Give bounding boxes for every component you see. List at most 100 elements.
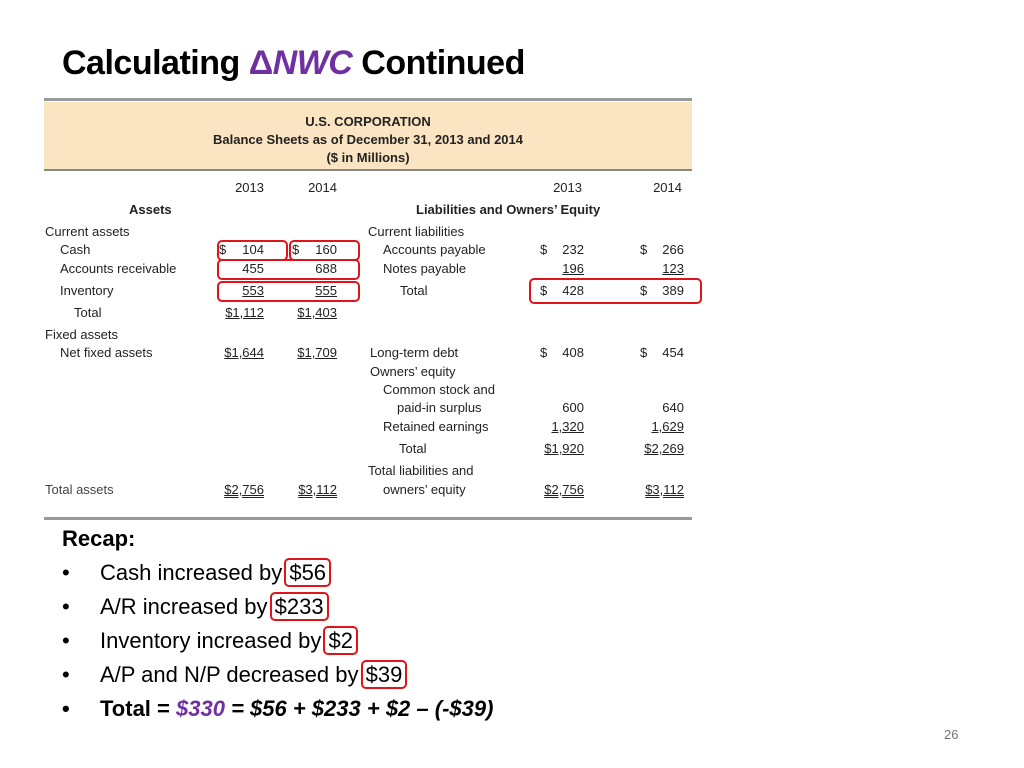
ltd-2014-dollar: $	[640, 345, 648, 360]
recap-text: A/P and N/P decreased by	[100, 662, 365, 687]
balance-sheet-subtitle: Balance Sheets as of December 31, 2013 a…	[212, 132, 523, 147]
ap-2013-value: 232	[562, 242, 584, 257]
total-le-label-2: owners’ equity	[383, 482, 466, 497]
retained-earnings-2014: 1,629	[651, 419, 684, 434]
company-name: U.S. CORPORATION	[305, 114, 431, 129]
cash-2013: $104	[219, 242, 264, 258]
balance-sheet-header: U.S. CORPORATION Balance Sheets as of De…	[44, 102, 692, 169]
assets-header: Assets	[129, 202, 172, 217]
ap-2014: $266	[640, 242, 684, 258]
bullet: •	[62, 662, 70, 687]
inventory-label: Inventory	[60, 283, 114, 298]
cash-2014-value: 160	[315, 242, 337, 257]
recap-item-inventory: • Inventory increased by $2	[62, 624, 493, 658]
ltd-label: Long-term debt	[370, 345, 459, 360]
total-assets-2013: $2,756	[224, 482, 264, 497]
total-assets-2014: $3,112	[298, 482, 337, 497]
total-le-2014: $3,112	[645, 482, 684, 497]
liabilities-header: Liabilities and Owners’ Equity	[416, 202, 601, 217]
header-rule	[44, 169, 692, 171]
total-label: Total =	[100, 696, 176, 721]
total-le-2013: $2,756	[544, 482, 584, 497]
tcl-2014-value: 389	[662, 283, 684, 298]
recap-text: A/R increased by	[100, 594, 274, 619]
total-current-assets-2014: $1,403	[297, 305, 337, 320]
ltd-2014: $454	[640, 345, 684, 361]
ap-2013: $232	[540, 242, 584, 258]
recap-heading: Recap:	[62, 526, 136, 551]
bullet: •	[62, 560, 70, 585]
bottom-rule	[44, 517, 692, 520]
recap-text: Cash increased by	[100, 560, 289, 585]
year-2013-assets: 2013	[235, 180, 264, 195]
slide-title: Calculating ΔNWC Continued	[62, 44, 525, 83]
recap-amount: $56	[284, 558, 332, 587]
tcl-2014-dollar: $	[640, 283, 648, 298]
cash-label: Cash	[60, 242, 91, 257]
ltd-2013-value: 408	[562, 345, 584, 360]
total-le-label-1: Total liabilities and	[368, 463, 474, 478]
np-2013: 196	[562, 261, 584, 276]
owners-equity-label: Owners’ equity	[370, 364, 456, 379]
net-fixed-assets-2014: $1,709	[297, 345, 337, 360]
title-prefix: Calculating	[62, 44, 249, 82]
nwc-text: NWC	[272, 44, 353, 82]
highlight-cash-2014	[289, 240, 360, 261]
inventory-2013: 553	[242, 283, 264, 298]
ltd-2013: $408	[540, 345, 584, 361]
year-2014-assets: 2014	[308, 180, 337, 195]
delta-symbol: Δ	[248, 44, 273, 82]
total-current-assets-2013: $1,112	[225, 305, 264, 320]
highlight-total-current-liabilities	[529, 278, 702, 304]
balance-sheet-figure: U.S. CORPORATION Balance Sheets as of De…	[44, 98, 702, 522]
ltd-2013-dollar: $	[540, 345, 548, 360]
inventory-2014: 555	[315, 283, 337, 298]
ap-2014-dollar: $	[640, 242, 648, 257]
common-stock-label-2: paid-in surplus	[397, 400, 482, 415]
total-equity-2013: $1,920	[544, 441, 584, 456]
total-current-liabilities-2013: $428	[540, 283, 584, 299]
total-current-liabilities-2014: $389	[640, 283, 684, 299]
fixed-assets-label: Fixed assets	[45, 327, 118, 342]
ar-2014: 688	[315, 261, 337, 276]
net-fixed-assets-label: Net fixed assets	[60, 345, 153, 360]
cash-2014-dollar: $	[292, 242, 300, 257]
recap-amount: $233	[269, 592, 329, 621]
ar-2013: 455	[242, 261, 264, 276]
np-label: Notes payable	[383, 261, 467, 276]
recap-amount: $39	[360, 660, 408, 689]
recap-item-ap-np: • A/P and N/P decreased by $39	[62, 658, 493, 692]
highlight-inventory	[217, 281, 360, 302]
total-current-assets-label: Total	[74, 305, 102, 320]
retained-earnings-2013: 1,320	[551, 419, 584, 434]
total-equity-2014: $2,269	[644, 441, 684, 456]
recap-item-ar: • A/R increased by $233	[62, 590, 493, 624]
ltd-2014-value: 454	[662, 345, 684, 360]
recap-section: Recap: • Cash increased by $56 • A/R incre…	[62, 524, 493, 726]
total-value: $330	[176, 696, 225, 721]
current-liabilities-label: Current liabilities	[368, 224, 465, 239]
balance-sheet-units: ($ in Millions)	[326, 150, 410, 165]
tcl-2013-value: 428	[562, 283, 584, 298]
recap-text: Inventory increased by	[100, 628, 328, 653]
recap-item-cash: • Cash increased by $56	[62, 556, 493, 590]
bullet: •	[62, 594, 70, 619]
recap-amount: $2	[323, 626, 358, 655]
common-stock-2014: 640	[662, 400, 684, 415]
recap-item-total: • Total = $330 = $56 + $233 + $2 – (-$39)	[62, 692, 493, 726]
highlight-cash-2013	[217, 240, 288, 261]
cash-2014: $160	[292, 242, 337, 258]
year-2014-liabilities: 2014	[653, 180, 682, 195]
highlight-ar	[217, 259, 360, 280]
net-fixed-assets-2013: $1,644	[224, 345, 264, 360]
ap-2013-dollar: $	[540, 242, 548, 257]
bullet: •	[62, 628, 70, 653]
recap-list: • Cash increased by $56 • A/R increased by…	[62, 556, 493, 726]
page-number: 26	[944, 727, 959, 742]
current-assets-label: Current assets	[45, 224, 130, 239]
title-suffix: Continued	[352, 44, 525, 82]
ar-label: Accounts receivable	[60, 261, 177, 276]
year-2013-liabilities: 2013	[553, 180, 582, 195]
ap-label: Accounts payable	[383, 242, 486, 257]
tcl-2013-dollar: $	[540, 283, 548, 298]
